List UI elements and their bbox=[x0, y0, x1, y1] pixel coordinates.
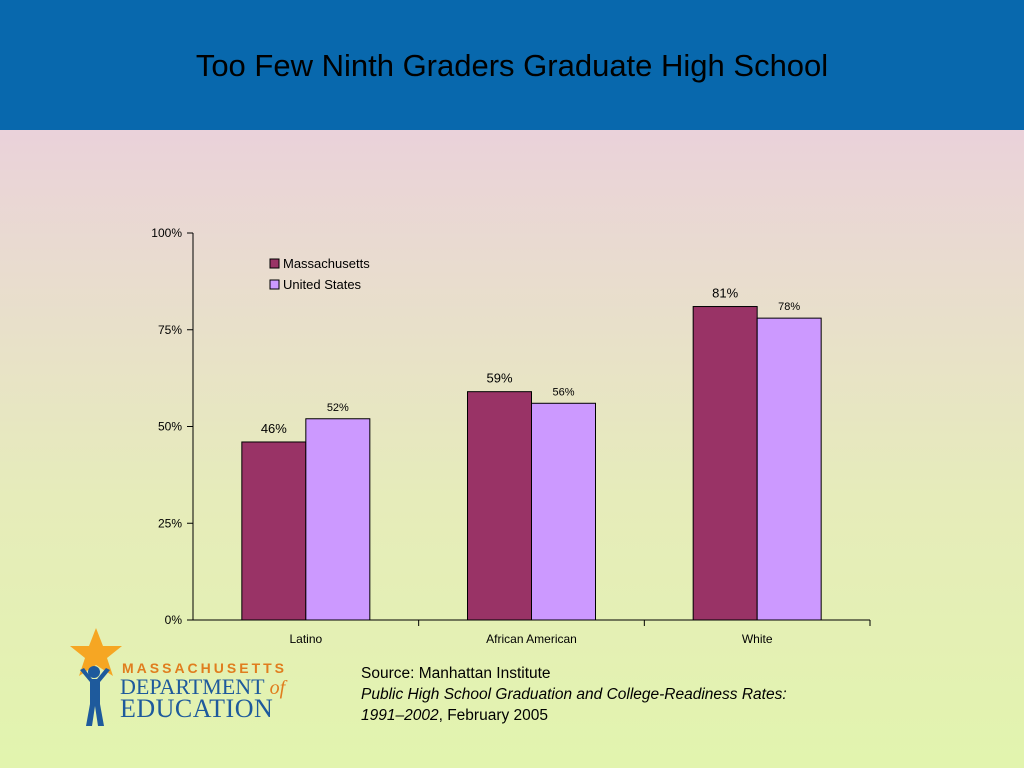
bar-massachusetts bbox=[692, 306, 758, 621]
data-label: 81% bbox=[712, 286, 738, 301]
chart-axes: 0% 25% 50% 75% 100% Latino African American Whi… bbox=[151, 226, 871, 646]
logo-of-word: of bbox=[269, 677, 286, 699]
chart-legend: Massachusetts United States bbox=[269, 256, 370, 292]
bar-massachusetts bbox=[241, 441, 307, 621]
legend-swatch bbox=[269, 258, 280, 269]
source-line-3: 1991–2002, February 2005 bbox=[361, 705, 787, 726]
dept-education-logo bbox=[66, 626, 286, 736]
bar-chart: 0% 25% 50% 75% 100% Latino African American Whi… bbox=[151, 226, 871, 646]
bar-united-states bbox=[305, 418, 371, 621]
data-label: 52% bbox=[327, 402, 349, 414]
x-tick-label: Latino bbox=[289, 632, 322, 646]
logo-line-massachusetts: MASSACHUSETTS bbox=[122, 660, 288, 676]
data-label: 56% bbox=[552, 386, 574, 398]
y-tick-label: 50% bbox=[158, 420, 182, 434]
source-years: 1991–2002 bbox=[361, 707, 439, 724]
title-band bbox=[0, 0, 1024, 130]
data-label: 78% bbox=[778, 301, 800, 313]
data-label: 46% bbox=[261, 421, 287, 436]
slide-title: Too Few Ninth Graders Graduate High Scho… bbox=[195, 48, 829, 83]
logo-line-department: DEPARTMENT of bbox=[120, 674, 285, 700]
legend-label: United States bbox=[283, 277, 362, 292]
y-tick-label: 25% bbox=[158, 516, 182, 530]
logo-line-education: EDUCATION bbox=[120, 694, 274, 723]
x-tick-label: White bbox=[742, 632, 773, 646]
y-tick-label: 75% bbox=[158, 323, 182, 337]
source-date: , February 2005 bbox=[438, 707, 549, 724]
bar-united-states bbox=[531, 402, 596, 621]
source-line-1: Source: Manhattan Institute bbox=[361, 665, 551, 682]
data-label: 59% bbox=[486, 371, 512, 386]
y-tick-label: 100% bbox=[151, 226, 182, 240]
legend-swatch bbox=[269, 279, 280, 290]
source-note: Source: Manhattan Institute Public High … bbox=[361, 663, 787, 726]
source-line-2: Public High School Graduation and Colleg… bbox=[361, 686, 787, 703]
legend-label: Massachusetts bbox=[283, 256, 370, 271]
bar-united-states bbox=[756, 317, 822, 621]
star-person-icon bbox=[70, 628, 122, 726]
x-tick-label: African American bbox=[486, 632, 577, 646]
y-tick-label: 0% bbox=[165, 613, 183, 627]
bar-massachusetts bbox=[467, 391, 532, 621]
chart-bars: 46% 52% 59% 56% 81% 78% bbox=[241, 286, 822, 621]
logo-department-word: DEPARTMENT bbox=[120, 674, 265, 699]
